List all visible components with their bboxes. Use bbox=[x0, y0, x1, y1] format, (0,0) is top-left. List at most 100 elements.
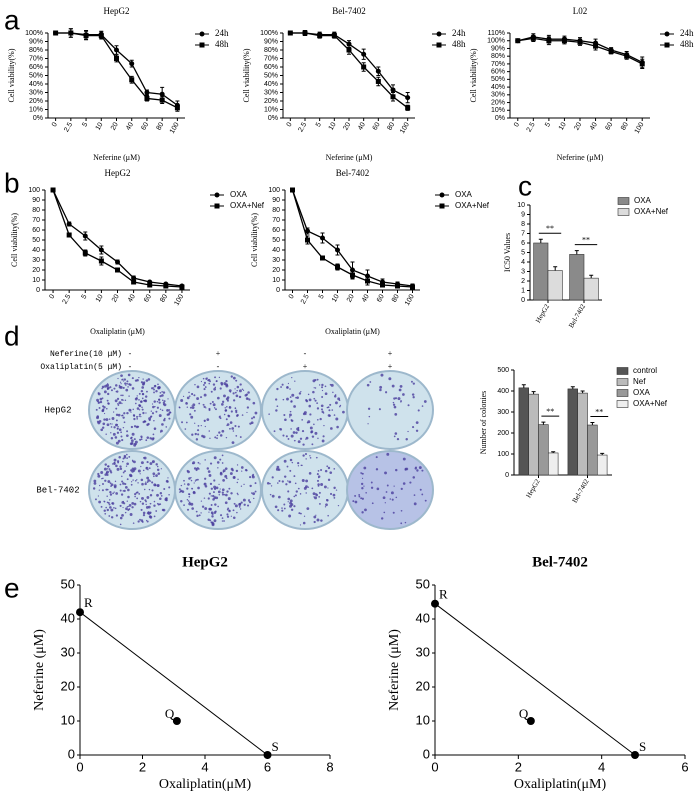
colony bbox=[162, 508, 166, 512]
colony bbox=[192, 461, 196, 465]
colony bbox=[290, 400, 293, 402]
y-tick-label: 10 bbox=[32, 277, 40, 284]
colony bbox=[112, 492, 114, 495]
colony bbox=[288, 480, 292, 484]
x-tick-label: 2.5 bbox=[62, 293, 73, 305]
colony bbox=[240, 466, 244, 469]
colony bbox=[139, 438, 142, 441]
data-point bbox=[50, 187, 56, 193]
data-point bbox=[68, 30, 74, 36]
colony bbox=[113, 484, 117, 488]
colony bbox=[145, 412, 147, 414]
colony bbox=[235, 379, 238, 382]
treatment-sign: + bbox=[303, 362, 308, 371]
colony bbox=[130, 437, 133, 440]
colony bbox=[106, 388, 109, 391]
colony bbox=[126, 457, 128, 459]
data-point bbox=[530, 35, 536, 41]
colony bbox=[139, 518, 141, 521]
colony bbox=[385, 391, 388, 394]
colony bbox=[313, 496, 315, 498]
colony bbox=[285, 483, 288, 486]
colony bbox=[106, 488, 109, 491]
colony bbox=[276, 405, 279, 408]
colony bbox=[148, 467, 151, 470]
colony bbox=[271, 476, 274, 479]
colony bbox=[323, 424, 325, 427]
colony bbox=[269, 482, 271, 485]
colony bbox=[115, 419, 118, 422]
colony bbox=[392, 403, 396, 406]
x-tick-label: 10 bbox=[95, 293, 105, 303]
colony bbox=[191, 406, 195, 409]
colony bbox=[186, 396, 190, 400]
y-tick-label: 90 bbox=[272, 197, 280, 204]
x-tick-label: 0 bbox=[48, 293, 56, 300]
treatment-label: Neferine(10 μM) bbox=[50, 350, 122, 359]
colony bbox=[122, 482, 125, 485]
colony bbox=[145, 467, 148, 469]
colony bbox=[101, 397, 104, 400]
colony bbox=[326, 465, 329, 468]
colony bbox=[123, 412, 126, 415]
x-tick-label: 40 bbox=[127, 293, 137, 303]
colony bbox=[144, 399, 147, 402]
colony bbox=[110, 432, 112, 434]
colony bbox=[217, 505, 219, 508]
colony bbox=[209, 402, 212, 405]
colony bbox=[141, 408, 144, 411]
y-tick-label: 70 bbox=[272, 217, 280, 224]
data-point bbox=[390, 94, 396, 100]
colony bbox=[393, 435, 396, 438]
colony bbox=[139, 473, 141, 475]
colony bbox=[125, 465, 128, 467]
colony bbox=[295, 431, 298, 434]
x-tick-label: 6 bbox=[681, 759, 688, 774]
colony bbox=[188, 395, 191, 397]
colony bbox=[135, 402, 137, 405]
colony bbox=[115, 492, 118, 495]
colony bbox=[308, 398, 312, 402]
colony bbox=[121, 414, 124, 417]
colony bbox=[147, 468, 149, 471]
colony bbox=[229, 391, 232, 393]
data-point bbox=[82, 233, 88, 239]
colony bbox=[321, 386, 324, 389]
colony bbox=[296, 396, 299, 399]
colony bbox=[151, 387, 154, 390]
colony bbox=[119, 489, 122, 492]
colony bbox=[115, 441, 119, 445]
colony bbox=[384, 471, 387, 475]
colony bbox=[146, 476, 150, 480]
colony bbox=[113, 507, 115, 509]
colony bbox=[152, 472, 156, 476]
colony bbox=[318, 384, 321, 386]
colony bbox=[122, 378, 124, 380]
colony bbox=[379, 385, 383, 389]
colony bbox=[382, 496, 386, 500]
colony bbox=[281, 509, 284, 512]
colony bbox=[160, 495, 163, 497]
treatment-sign: - bbox=[129, 362, 132, 371]
colony bbox=[141, 520, 144, 523]
colony bbox=[159, 492, 163, 495]
colony bbox=[327, 514, 329, 517]
colony bbox=[411, 380, 413, 383]
colony bbox=[301, 464, 303, 467]
plate bbox=[346, 450, 434, 530]
colony bbox=[204, 477, 207, 480]
colony bbox=[221, 493, 224, 496]
colony bbox=[140, 508, 143, 511]
colony bbox=[317, 469, 320, 472]
colony bbox=[158, 398, 161, 401]
x-tick-label: 2.5 bbox=[300, 293, 311, 305]
colony bbox=[115, 514, 118, 517]
legend-label: OXA bbox=[230, 190, 248, 199]
error-bar bbox=[538, 238, 543, 243]
y-tick-label: 100% bbox=[260, 30, 278, 37]
y-tick-label: 20 bbox=[272, 267, 280, 274]
colony bbox=[329, 492, 333, 496]
colony bbox=[288, 514, 292, 518]
y-tick-label: 50% bbox=[264, 72, 278, 79]
data-point bbox=[147, 282, 153, 288]
